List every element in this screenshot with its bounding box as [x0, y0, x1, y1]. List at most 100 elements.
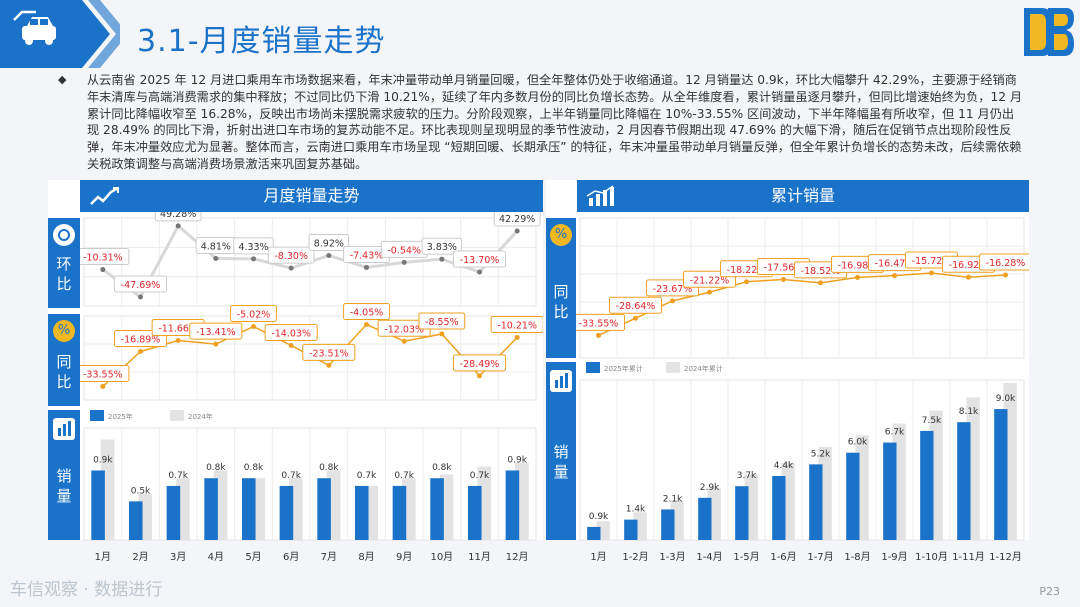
series-line [598, 272, 1006, 337]
data-label: -18.52% [801, 266, 841, 277]
x-tick-label: 4月 [208, 551, 224, 563]
right-panel-title: 累计销量 [770, 186, 835, 205]
data-label: -5.02% [237, 310, 271, 321]
data-label-box [264, 323, 318, 341]
bar-value-label: 0.7k [394, 471, 414, 481]
bar-value-label: 8.1k [959, 407, 979, 417]
bar-value-label: 2.9k [700, 483, 720, 493]
data-point [855, 274, 860, 280]
bar-value-label: 9.0k [996, 394, 1016, 404]
data-label: -13.70% [460, 255, 500, 266]
data-label: -7.43% [350, 250, 384, 261]
bar-value-label: 0.7k [470, 471, 490, 481]
x-tick-label: 3月 [170, 551, 186, 563]
watermark: 车信观察 · 数据进行 [10, 580, 163, 600]
right-side-tab-sales: 销量 [546, 362, 576, 540]
x-tick-label: 1-6月 [770, 551, 796, 563]
side-tab-yoy: % 同比 [48, 314, 80, 406]
data-label: -16.89% [121, 334, 161, 345]
x-tick-label: 1-10月 [915, 551, 948, 563]
x-tick-label: 11月 [468, 551, 491, 563]
data-label: -16.47% [875, 259, 915, 270]
data-point [138, 348, 143, 354]
data-point [364, 264, 369, 270]
data-label-box [490, 315, 543, 333]
data-point [175, 337, 181, 343]
data-point [326, 362, 332, 368]
data-label: -18.22% [727, 265, 767, 276]
data-point [439, 331, 445, 337]
target-icon [53, 224, 75, 246]
data-point [175, 223, 181, 229]
data-label: -13.41% [196, 327, 236, 338]
data-label: -33.55% [83, 369, 123, 380]
right-side-tab-yoy: % 同比 [546, 218, 576, 358]
x-tick-label: 9月 [396, 551, 412, 563]
data-point [818, 280, 823, 286]
bar-2025 [279, 485, 294, 540]
data-point [213, 255, 219, 261]
data-label: -23.67% [653, 284, 693, 295]
bar-trend-icon [586, 185, 614, 206]
data-point [401, 259, 407, 265]
bar-value-label: 0.7k [357, 471, 377, 481]
bar-2025 [467, 485, 482, 540]
data-label-box [493, 212, 541, 227]
side-label-yoy: 同比 [56, 353, 72, 391]
percent-icon: % [53, 320, 75, 342]
bar-value-label: 6.0k [848, 438, 868, 448]
data-point [1003, 272, 1008, 278]
bar-value-label: 0.7k [168, 471, 188, 481]
bar-2025 [204, 478, 218, 540]
data-point [138, 294, 143, 300]
bar-2025 [624, 519, 638, 540]
bar-value-label: 0.8k [206, 463, 226, 473]
data-label-box [80, 364, 130, 382]
x-tick-label: 1-11月 [952, 551, 985, 563]
data-point [929, 270, 934, 276]
data-label: -16.92% [949, 260, 989, 271]
side-tab-sales: 销量 [48, 410, 80, 540]
bar-2025 [128, 501, 143, 540]
data-label-box [230, 305, 277, 323]
bar-value-label: 1.4k [626, 505, 646, 515]
data-label: -8.30% [274, 251, 308, 262]
data-point [670, 298, 675, 304]
bar-value-label: 5.2k [811, 449, 831, 459]
bar-2025 [241, 478, 256, 540]
summary-text: 从云南省 2025 年 12 月进口乘用车市场数据来看，年末冲量带动单月销量回暖… [87, 73, 1023, 171]
data-label: -12.03% [384, 324, 424, 335]
data-point [401, 338, 407, 344]
bar-2025 [698, 497, 712, 540]
data-label: -33.55% [579, 318, 619, 329]
bar-value-label: 2.1k [663, 494, 683, 504]
data-label-box [343, 303, 390, 321]
bar-2025 [587, 526, 601, 540]
legend-label-2025: 2025年累计 [604, 364, 643, 373]
data-point [251, 256, 256, 262]
data-label: -16.28% [986, 258, 1026, 269]
trend-line-icon [90, 186, 119, 205]
data-label: -15.72% [912, 256, 952, 267]
data-point [100, 267, 106, 273]
data-point [596, 332, 601, 338]
data-point [707, 289, 712, 295]
x-tick-label: 10月 [430, 551, 453, 563]
left-charts: -10.31% -47.69% 49.28% 4.81% 4.33% -8.30% 8.92… [80, 212, 543, 563]
data-point [477, 269, 482, 275]
bar-2025 [354, 485, 369, 540]
data-point [477, 373, 482, 379]
side-tab-mom: 环比 [48, 218, 80, 308]
data-label: -8.55% [425, 317, 459, 328]
data-label-box [154, 212, 202, 222]
data-label-box [421, 237, 463, 255]
bar-value-label: 0.9k [93, 455, 113, 465]
data-label-box [576, 313, 626, 331]
side-label-mom: 环比 [56, 255, 72, 293]
percent-icon: % [550, 224, 572, 246]
brand-logo-icon [1024, 8, 1074, 56]
data-label-box [189, 322, 243, 340]
data-label: -21.22% [690, 275, 730, 286]
data-label: -10.31% [83, 253, 123, 264]
bar-2025 [772, 476, 786, 540]
